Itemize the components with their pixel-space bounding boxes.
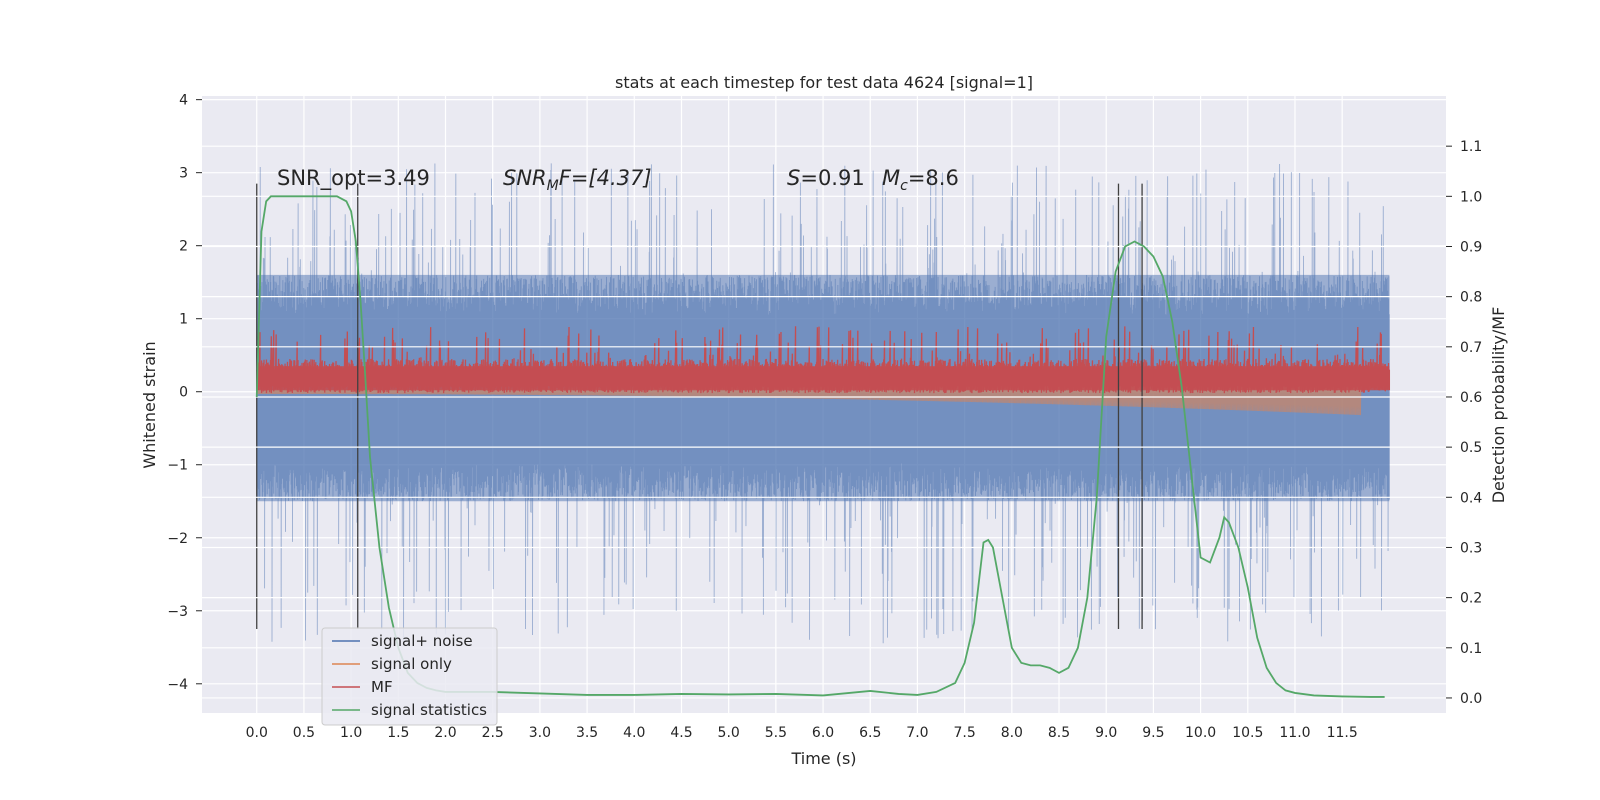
y2-tick-label: 0.1	[1460, 641, 1482, 657]
signal-statistics-line	[255, 195, 1385, 698]
x-tick-label: 1.5	[387, 725, 409, 741]
x-tick-label: 1.0	[340, 725, 362, 741]
x-tick-label: 10.5	[1232, 725, 1263, 741]
x-tick-label: 6.0	[812, 725, 834, 741]
y-tick-label: −2	[167, 531, 188, 547]
annotation-mc-var: M	[882, 166, 900, 190]
y2-tick-label: 1.0	[1460, 189, 1482, 205]
annotation-snr-mf-main: SNR	[503, 166, 547, 190]
y-tick-label: −4	[167, 677, 188, 693]
x-tick-label: 3.0	[529, 725, 551, 741]
chart-title: stats at each timestep for test data 462…	[615, 73, 1033, 92]
plot-layer	[256, 163, 1391, 644]
legend-label-signal-only: signal only	[371, 655, 452, 673]
y2-axis-label: Detection probability/MF	[1489, 307, 1508, 504]
legend-box	[321, 627, 498, 726]
y2-tick-label: 0.9	[1460, 239, 1482, 255]
x-tick-label: 0.5	[293, 725, 315, 741]
y-tick-label: 1	[179, 312, 188, 328]
x-tick-label: 9.5	[1142, 725, 1164, 741]
stats-layer	[255, 195, 1385, 698]
y2-tick-label: 0.7	[1460, 340, 1482, 356]
y2-tick-label: 0.8	[1460, 290, 1482, 306]
x-tick-label: 2.5	[482, 725, 504, 741]
mf-band	[256, 366, 1390, 391]
annotation-s-var: S	[787, 166, 800, 190]
y2-tick-label: 0.2	[1460, 591, 1482, 607]
y-tick-label: −1	[167, 458, 188, 474]
y2-tick-label: 1.1	[1460, 139, 1482, 155]
x-tick-label: 7.5	[954, 725, 976, 741]
y-tick-label: 2	[179, 239, 188, 255]
y-tick-label: 0	[179, 385, 188, 401]
x-tick-label: 0.0	[246, 725, 268, 741]
x-tick-label: 4.0	[623, 725, 645, 741]
x-tick-label: 11.0	[1279, 725, 1310, 741]
y-tick-label: 3	[179, 166, 188, 182]
x-tick-label: 5.5	[765, 725, 787, 741]
y-tick-label: −3	[167, 604, 188, 620]
x-tick-label: 2.0	[434, 725, 456, 741]
y-axis-label: Whitened strain	[140, 341, 159, 468]
annotation-snr-mf: SNRMF=[4.37]	[503, 166, 652, 194]
annotation-s-val: =0.91	[800, 166, 864, 190]
x-tick-label: 8.5	[1048, 725, 1070, 741]
y2-tick-label: 0.6	[1460, 390, 1482, 406]
x-tick-label: 11.5	[1327, 725, 1358, 741]
legend: signal+ noise signal only MF signal stat…	[321, 627, 498, 726]
x-tick-label: 6.5	[859, 725, 881, 741]
legend-label-signal-noise: signal+ noise	[371, 632, 473, 650]
y2-tick-label: 0.3	[1460, 540, 1482, 556]
legend-label-mf: MF	[371, 678, 393, 696]
annotation-mc-sub: c	[900, 178, 908, 194]
tick-layer: 0.0 0.5 1.0 1.5 2.0 2.5 3.0 3.5 4.0 4.5 5.0 5.5 6.0 6…	[167, 93, 1482, 741]
x-axis-label: Time (s)	[790, 749, 856, 768]
annotation-snr-opt: SNR_opt=3.49	[277, 166, 430, 191]
annotation-mc-val: =8.6	[908, 166, 959, 190]
x-tick-label: 4.5	[670, 725, 692, 741]
annotation-snr-s: S=0.91	[787, 166, 865, 190]
x-tick-label: 8.0	[1001, 725, 1023, 741]
x-tick-label: 5.0	[718, 725, 740, 741]
x-tick-label: 7.0	[906, 725, 928, 741]
legend-label-signal-statistics: signal statistics	[371, 701, 487, 719]
annotation-snr-mf-rest: F=[4.37]	[559, 166, 652, 190]
annotation-snr-mf-sub: M	[547, 178, 559, 194]
y2-tick-label: 0.4	[1460, 490, 1482, 506]
annotation-mc: Mc=8.6	[882, 166, 959, 194]
right-grid-layer	[202, 145, 1446, 699]
y2-tick-label: 0.5	[1460, 440, 1482, 456]
x-tick-label: 9.0	[1095, 725, 1117, 741]
y2-tick-label: 0.0	[1460, 691, 1482, 707]
y-tick-label: 4	[179, 93, 188, 109]
x-tick-label: 3.5	[576, 725, 598, 741]
x-tick-label: 10.0	[1185, 725, 1216, 741]
